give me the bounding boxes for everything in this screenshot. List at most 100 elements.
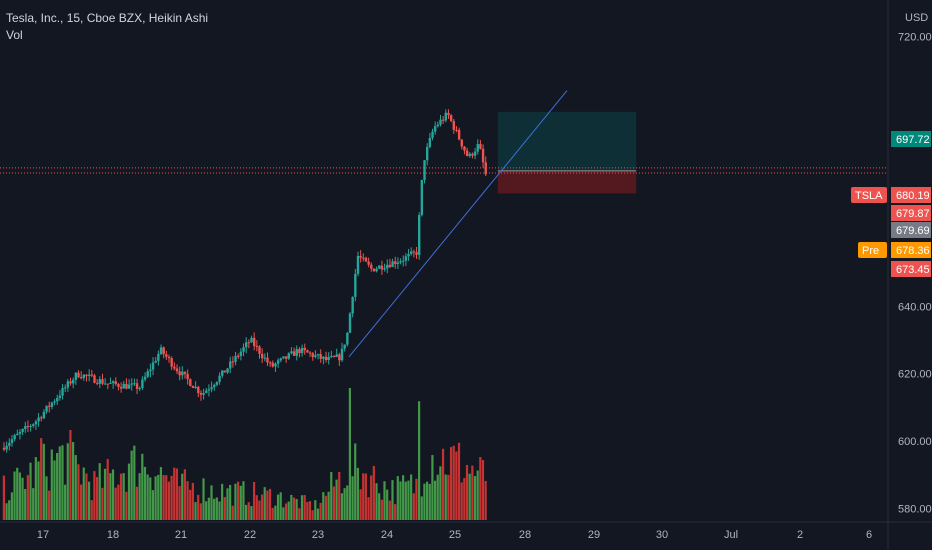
candle-body <box>300 347 304 354</box>
candle-body <box>237 355 240 357</box>
volume-bar <box>378 493 381 520</box>
volume-bar <box>468 473 471 520</box>
candle-body <box>146 371 149 377</box>
candle-body <box>481 148 485 163</box>
candle-body <box>367 261 370 265</box>
volume-bar <box>388 500 391 520</box>
volume-bar <box>50 449 53 520</box>
volume-bar <box>154 476 157 520</box>
volume-bar <box>138 473 141 520</box>
volume-bar <box>175 468 178 520</box>
candle-body <box>103 383 107 385</box>
volume-bar <box>245 504 248 520</box>
price-tag-value: 679.87 <box>896 208 930 220</box>
price-tag-bg <box>891 222 931 238</box>
candle-body <box>50 402 54 407</box>
volume-bar <box>234 483 237 520</box>
volume-bar <box>255 495 258 520</box>
symbol-title[interactable]: Tesla, Inc., 15, Cboe BZX, Heikin Ashi <box>6 11 209 25</box>
candle-body <box>87 374 91 376</box>
volume-bar <box>380 499 383 520</box>
candle-body <box>247 342 251 344</box>
volume-bar <box>21 477 24 520</box>
candle-body <box>372 268 376 272</box>
volume-bar <box>218 501 221 520</box>
volume-bar <box>122 473 125 520</box>
volume-bar <box>210 485 213 520</box>
volume-bar <box>322 492 325 520</box>
volume-bar <box>290 494 293 520</box>
volume-bar <box>34 457 37 520</box>
candle-body <box>252 337 256 347</box>
price-tag-label-bg <box>858 242 887 258</box>
candle-body <box>111 381 115 383</box>
candle-body <box>460 139 463 147</box>
time-tick-label: Jul <box>724 529 738 541</box>
candle-body <box>66 381 70 388</box>
candle-body <box>319 354 322 359</box>
candle-body <box>119 386 123 389</box>
time-tick-label: 28 <box>519 529 531 541</box>
chart-legend: Tesla, Inc., 15, Cboe BZX, Heikin Ashi V… <box>6 10 208 44</box>
volume-bar <box>231 505 234 520</box>
time-tick-label: 23 <box>312 529 324 541</box>
volume-bar <box>362 473 365 520</box>
candle-body <box>40 417 43 419</box>
volume-bar <box>170 475 173 520</box>
candle-body <box>468 153 471 156</box>
volume-bar <box>40 438 43 520</box>
time-tick-label: 29 <box>588 529 600 541</box>
candle-body <box>231 361 235 363</box>
candle-body <box>370 264 373 269</box>
volume-bar <box>311 510 314 520</box>
volume-bar <box>191 482 194 520</box>
volume-study-label[interactable]: Vol <box>6 28 23 42</box>
candle-body <box>268 362 272 364</box>
candle-body <box>274 363 277 367</box>
candle-body <box>85 374 88 376</box>
volume-bar <box>82 467 85 520</box>
volume-bar <box>460 482 463 520</box>
candle-body <box>362 257 365 259</box>
price-tick-label: 620.00 <box>898 369 932 381</box>
trendline-segment <box>348 90 568 358</box>
volume-bar <box>351 476 354 520</box>
volume-bar <box>103 468 107 520</box>
candle-body <box>364 257 368 262</box>
volume-bar <box>324 495 328 520</box>
candle-body <box>380 265 384 270</box>
volume-bar <box>186 481 189 520</box>
volume-bar <box>101 487 104 520</box>
candle-body <box>61 387 64 396</box>
candle-body <box>45 405 48 412</box>
volume-bar <box>247 502 250 520</box>
trendline[interactable] <box>348 90 568 358</box>
candle-body <box>178 371 181 376</box>
candle-body <box>250 337 253 343</box>
time-tick-label: 22 <box>244 529 256 541</box>
candle-body <box>42 411 46 419</box>
volume-bar <box>399 481 402 520</box>
long-position-tool[interactable] <box>497 111 637 194</box>
candle-body <box>141 379 144 388</box>
volume-bar <box>295 499 298 520</box>
price-tag-value: 697.72 <box>896 134 930 146</box>
candle-body <box>165 354 168 357</box>
volume-bar <box>66 443 69 520</box>
candle-body <box>189 379 192 386</box>
candle-body <box>314 355 317 358</box>
volume-bar <box>348 388 351 520</box>
candle-body <box>64 387 67 389</box>
candle-body <box>197 386 200 394</box>
candle-body <box>343 344 346 349</box>
volume-bar <box>149 477 152 520</box>
volume-bar <box>292 497 296 520</box>
volume-bar <box>117 484 120 520</box>
volume-bar <box>85 473 88 520</box>
volume-bar <box>229 484 232 520</box>
volume-bar <box>418 401 421 520</box>
candle-body <box>18 431 22 434</box>
volume-bar <box>346 485 349 520</box>
candle-body <box>32 424 35 426</box>
